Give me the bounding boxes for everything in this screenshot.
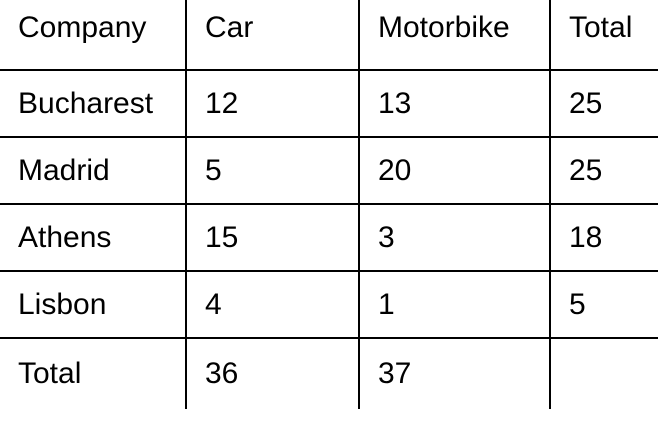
table-cell-total: 25	[549, 69, 658, 138]
table-row: Athens 15 3 18	[0, 203, 658, 272]
table-header-row: Company Car Motorbike Total	[0, 0, 658, 71]
data-table: Company Car Motorbike Total Bucharest 12…	[0, 0, 658, 409]
header-cell-motorbike: Motorbike	[358, 0, 551, 71]
table-cell-car: 12	[185, 69, 360, 138]
table-cell-company: Total	[0, 337, 187, 409]
table-cell-total: 25	[549, 136, 658, 205]
table-cell-motorbike: 3	[358, 203, 551, 272]
table-cell-car: 36	[185, 337, 360, 409]
table-cell-company: Bucharest	[0, 69, 187, 138]
header-cell-company: Company	[0, 0, 187, 71]
table-cell-company: Madrid	[0, 136, 187, 205]
table-cell-total: 18	[549, 203, 658, 272]
table-row: Lisbon 4 1 5	[0, 270, 658, 339]
table-cell-car: 5	[185, 136, 360, 205]
table-cell-motorbike: 37	[358, 337, 551, 409]
table-row: Bucharest 12 13 25	[0, 69, 658, 138]
table-cell-motorbike: 13	[358, 69, 551, 138]
table-cell-total: 5	[549, 270, 658, 339]
header-cell-car: Car	[185, 0, 360, 71]
table-cell-motorbike: 1	[358, 270, 551, 339]
table-cell-car: 4	[185, 270, 360, 339]
table-cell-company: Athens	[0, 203, 187, 272]
table-cell-company: Lisbon	[0, 270, 187, 339]
table-cell-total	[549, 337, 658, 409]
table-cell-motorbike: 20	[358, 136, 551, 205]
table-row-total: Total 36 37	[0, 337, 658, 409]
header-cell-total: Total	[549, 0, 658, 71]
table-row: Madrid 5 20 25	[0, 136, 658, 205]
table-cell-car: 15	[185, 203, 360, 272]
